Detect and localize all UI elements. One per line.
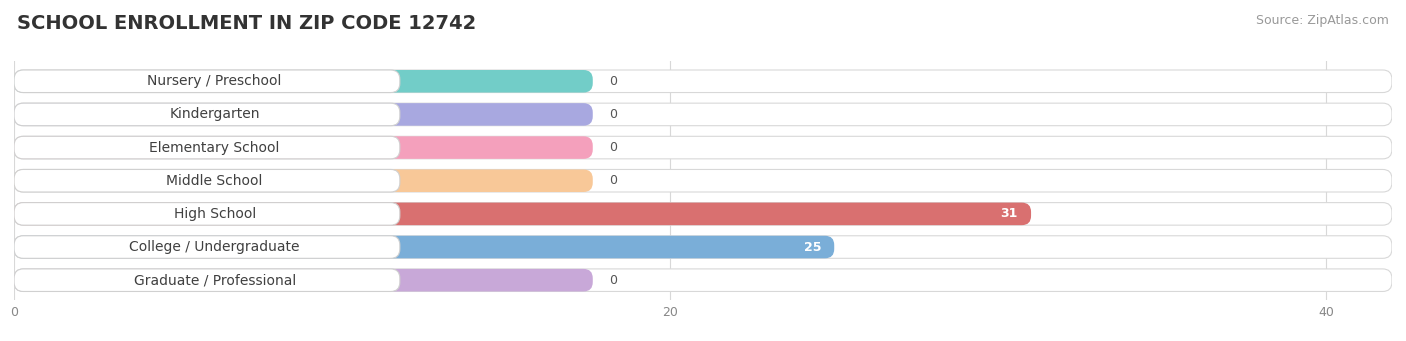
Text: 0: 0 bbox=[609, 75, 617, 88]
Text: 0: 0 bbox=[609, 274, 617, 287]
FancyBboxPatch shape bbox=[14, 136, 1392, 159]
Text: High School: High School bbox=[173, 207, 256, 221]
FancyBboxPatch shape bbox=[14, 236, 399, 258]
FancyBboxPatch shape bbox=[14, 203, 1392, 225]
FancyBboxPatch shape bbox=[14, 103, 399, 126]
FancyBboxPatch shape bbox=[14, 103, 1392, 126]
FancyBboxPatch shape bbox=[14, 269, 1392, 292]
FancyBboxPatch shape bbox=[14, 203, 1031, 225]
FancyBboxPatch shape bbox=[14, 236, 834, 258]
Text: 31: 31 bbox=[1001, 207, 1018, 220]
FancyBboxPatch shape bbox=[14, 269, 593, 292]
Text: 0: 0 bbox=[609, 108, 617, 121]
FancyBboxPatch shape bbox=[14, 169, 399, 192]
Text: 0: 0 bbox=[609, 174, 617, 187]
Text: Middle School: Middle School bbox=[166, 174, 263, 188]
Text: Source: ZipAtlas.com: Source: ZipAtlas.com bbox=[1256, 14, 1389, 27]
Text: 25: 25 bbox=[804, 240, 821, 254]
FancyBboxPatch shape bbox=[14, 236, 1392, 258]
Text: 0: 0 bbox=[609, 141, 617, 154]
FancyBboxPatch shape bbox=[14, 70, 1392, 92]
Text: Elementary School: Elementary School bbox=[149, 140, 280, 154]
Text: SCHOOL ENROLLMENT IN ZIP CODE 12742: SCHOOL ENROLLMENT IN ZIP CODE 12742 bbox=[17, 14, 477, 33]
FancyBboxPatch shape bbox=[14, 70, 593, 92]
FancyBboxPatch shape bbox=[14, 169, 1392, 192]
Text: Nursery / Preschool: Nursery / Preschool bbox=[148, 74, 281, 88]
FancyBboxPatch shape bbox=[14, 103, 593, 126]
FancyBboxPatch shape bbox=[14, 203, 399, 225]
FancyBboxPatch shape bbox=[14, 169, 593, 192]
FancyBboxPatch shape bbox=[14, 136, 399, 159]
Text: College / Undergraduate: College / Undergraduate bbox=[129, 240, 299, 254]
FancyBboxPatch shape bbox=[14, 136, 593, 159]
FancyBboxPatch shape bbox=[14, 70, 399, 92]
Text: Kindergarten: Kindergarten bbox=[170, 107, 260, 121]
FancyBboxPatch shape bbox=[14, 269, 399, 292]
Text: Graduate / Professional: Graduate / Professional bbox=[134, 273, 295, 287]
